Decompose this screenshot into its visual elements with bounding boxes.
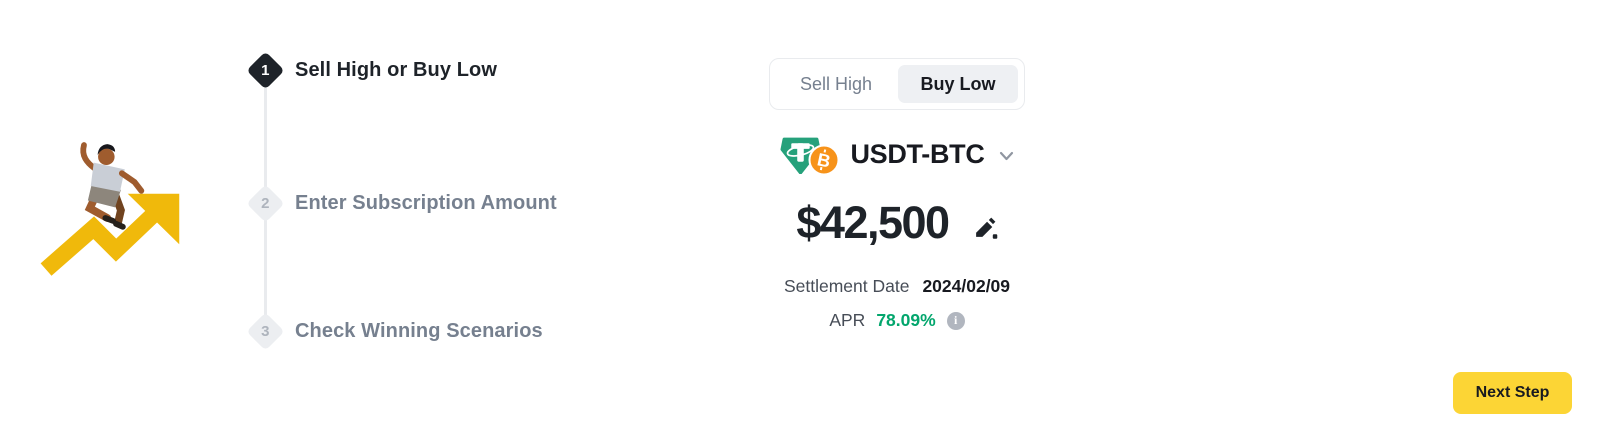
pair-selector[interactable]: B USDT-BTC <box>780 133 1013 176</box>
bitcoin-icon: B <box>808 144 840 176</box>
tether-icon <box>780 137 821 174</box>
pair-label: USDT-BTC <box>850 138 985 169</box>
step-3-badge: 3 <box>246 311 285 351</box>
step-2-badge: 2 <box>246 183 285 223</box>
step-3-label: Check Winning Scenarios <box>295 319 543 342</box>
target-price: $42,500 <box>796 197 950 248</box>
stepper-step-1: 1 Sell High or Buy Low <box>246 50 498 90</box>
direction-toggle: Sell High Buy Low <box>769 58 1025 110</box>
edit-icon <box>975 217 997 239</box>
step-2-label: Enter Subscription Amount <box>295 191 557 214</box>
next-step-button[interactable]: Next Step <box>1453 372 1572 414</box>
apr-value: 78.09% <box>876 310 936 330</box>
edit-price-button[interactable] <box>973 215 998 240</box>
target-price-row: $42,500 <box>796 197 998 248</box>
pair-icons: B <box>780 133 840 176</box>
step-1-label: Sell High or Buy Low <box>295 58 498 81</box>
chevron-down-icon <box>999 151 1013 161</box>
svg-text:B: B <box>816 149 833 171</box>
info-icon[interactable]: i <box>946 311 965 330</box>
apr-label: APR <box>829 310 866 330</box>
toggle-buy-low[interactable]: Buy Low <box>898 65 1018 103</box>
apr-row: APR 78.09% i <box>829 310 965 331</box>
growth-illustration <box>40 142 180 276</box>
settlement-label: Settlement Date <box>783 276 910 296</box>
step-1-badge: 1 <box>246 50 285 90</box>
stepper-step-3: 3 Check Winning Scenarios <box>246 311 543 351</box>
step-2-number: 2 <box>261 194 270 212</box>
product-panel: Sell High Buy Low B <box>757 58 1037 331</box>
settlement-date: 2024/02/09 <box>922 276 1011 296</box>
step-1-number: 1 <box>261 61 270 79</box>
stepper-step-2: 2 Enter Subscription Amount <box>246 183 557 223</box>
step-3-number: 3 <box>261 322 270 340</box>
toggle-sell-high[interactable]: Sell High <box>799 73 873 94</box>
settlement-row: Settlement Date 2024/02/09 <box>784 276 1010 297</box>
